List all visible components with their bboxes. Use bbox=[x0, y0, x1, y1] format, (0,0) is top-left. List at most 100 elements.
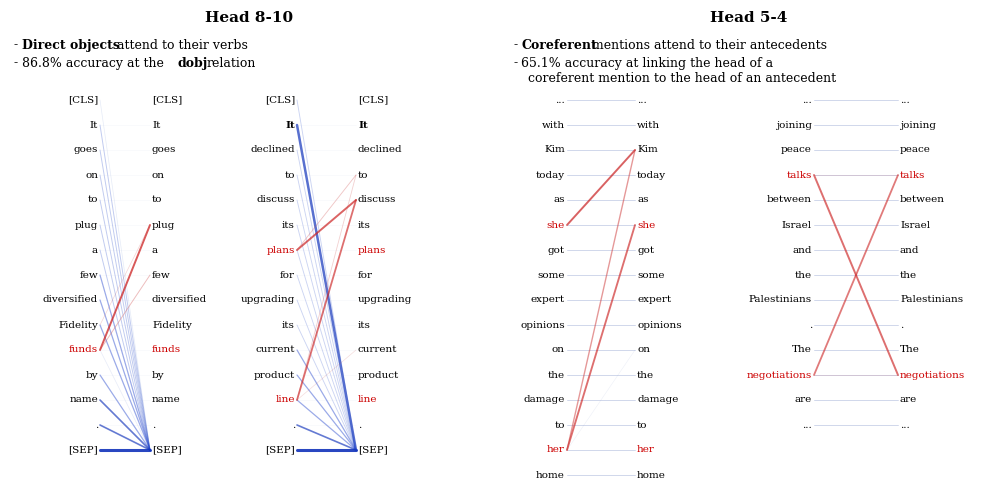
Text: her: her bbox=[547, 445, 565, 455]
Text: some: some bbox=[637, 271, 664, 279]
Text: peace: peace bbox=[900, 145, 931, 155]
Text: on: on bbox=[552, 346, 565, 355]
Text: and: and bbox=[900, 246, 919, 254]
Text: ...: ... bbox=[637, 96, 646, 105]
Text: today: today bbox=[535, 170, 565, 180]
Text: name: name bbox=[152, 395, 181, 405]
Text: negotiations: negotiations bbox=[746, 371, 812, 380]
Text: are: are bbox=[900, 395, 917, 405]
Text: Fidelity: Fidelity bbox=[152, 321, 192, 329]
Text: [SEP]: [SEP] bbox=[358, 445, 388, 455]
Text: on: on bbox=[152, 170, 165, 180]
Text: line: line bbox=[276, 395, 295, 405]
Text: its: its bbox=[282, 321, 295, 329]
Text: [CLS]: [CLS] bbox=[152, 96, 182, 105]
Text: line: line bbox=[358, 395, 378, 405]
Text: It: It bbox=[358, 120, 368, 130]
Text: The: The bbox=[792, 346, 812, 355]
Text: to: to bbox=[285, 170, 295, 180]
Text: ...: ... bbox=[900, 420, 910, 430]
Text: she: she bbox=[637, 220, 655, 229]
Text: Head 5-4: Head 5-4 bbox=[710, 11, 787, 25]
Text: funds: funds bbox=[69, 346, 98, 355]
Text: It: It bbox=[286, 120, 295, 130]
Text: expert: expert bbox=[530, 296, 565, 304]
Text: a: a bbox=[152, 246, 158, 254]
Text: .: . bbox=[292, 420, 295, 430]
Text: and: and bbox=[792, 246, 812, 254]
Text: upgrading: upgrading bbox=[358, 296, 413, 304]
Text: 65.1% accuracy at linking the head of a: 65.1% accuracy at linking the head of a bbox=[521, 56, 773, 70]
Text: [CLS]: [CLS] bbox=[358, 96, 389, 105]
Text: discuss: discuss bbox=[257, 195, 295, 204]
Text: her: her bbox=[637, 445, 655, 455]
Text: between: between bbox=[900, 195, 945, 204]
Text: between: between bbox=[767, 195, 812, 204]
Text: .: . bbox=[809, 321, 812, 329]
Text: Fidelity: Fidelity bbox=[58, 321, 98, 329]
Text: product: product bbox=[254, 371, 295, 380]
Text: ...: ... bbox=[555, 96, 565, 105]
Text: [SEP]: [SEP] bbox=[68, 445, 98, 455]
Text: diversified: diversified bbox=[43, 296, 98, 304]
Text: It: It bbox=[90, 120, 98, 130]
Text: to: to bbox=[152, 195, 163, 204]
Text: today: today bbox=[637, 170, 666, 180]
Text: plans: plans bbox=[267, 246, 295, 254]
Text: ...: ... bbox=[802, 420, 812, 430]
Text: with: with bbox=[541, 120, 565, 130]
Text: [SEP]: [SEP] bbox=[266, 445, 295, 455]
Text: [CLS]: [CLS] bbox=[265, 96, 295, 105]
Text: its: its bbox=[358, 220, 371, 229]
Text: to: to bbox=[637, 420, 647, 430]
Text: few: few bbox=[79, 271, 98, 279]
Text: home: home bbox=[536, 470, 565, 480]
Text: ...: ... bbox=[900, 96, 910, 105]
Text: its: its bbox=[282, 220, 295, 229]
Text: -: - bbox=[14, 38, 18, 52]
Text: with: with bbox=[637, 120, 660, 130]
Text: talks: talks bbox=[786, 170, 812, 180]
Text: funds: funds bbox=[152, 346, 181, 355]
Text: relation: relation bbox=[207, 56, 257, 70]
Text: got: got bbox=[637, 246, 654, 254]
Text: as: as bbox=[553, 195, 565, 204]
Text: are: are bbox=[795, 395, 812, 405]
Text: attend to their verbs: attend to their verbs bbox=[117, 38, 248, 52]
Text: by: by bbox=[85, 371, 98, 380]
Text: damage: damage bbox=[523, 395, 565, 405]
Text: opinions: opinions bbox=[637, 321, 681, 329]
Text: joining: joining bbox=[900, 120, 936, 130]
Text: got: got bbox=[547, 246, 565, 254]
Text: .: . bbox=[358, 420, 362, 430]
Text: diversified: diversified bbox=[152, 296, 207, 304]
Text: by: by bbox=[152, 371, 165, 380]
Text: Head 8-10: Head 8-10 bbox=[205, 11, 293, 25]
Text: to: to bbox=[554, 420, 565, 430]
Text: peace: peace bbox=[781, 145, 812, 155]
Text: Palestinians: Palestinians bbox=[900, 296, 963, 304]
Text: home: home bbox=[637, 470, 666, 480]
Text: damage: damage bbox=[637, 395, 678, 405]
Text: goes: goes bbox=[74, 145, 98, 155]
Text: opinions: opinions bbox=[520, 321, 565, 329]
Text: negotiations: negotiations bbox=[900, 371, 965, 380]
Text: a: a bbox=[92, 246, 98, 254]
Text: on: on bbox=[637, 346, 650, 355]
Text: declined: declined bbox=[358, 145, 403, 155]
Text: dobj: dobj bbox=[178, 56, 208, 70]
Text: mentions attend to their antecedents: mentions attend to their antecedents bbox=[592, 38, 827, 52]
Text: declined: declined bbox=[251, 145, 295, 155]
Text: Direct objects: Direct objects bbox=[22, 38, 120, 52]
Text: plug: plug bbox=[75, 220, 98, 229]
Text: .: . bbox=[95, 420, 98, 430]
Text: the: the bbox=[900, 271, 917, 279]
Text: upgrading: upgrading bbox=[241, 296, 295, 304]
Text: as: as bbox=[637, 195, 648, 204]
Text: -: - bbox=[513, 38, 517, 52]
Text: its: its bbox=[358, 321, 371, 329]
Text: -: - bbox=[14, 56, 18, 70]
Text: to: to bbox=[88, 195, 98, 204]
Text: Israel: Israel bbox=[900, 220, 930, 229]
Text: Kim: Kim bbox=[637, 145, 657, 155]
